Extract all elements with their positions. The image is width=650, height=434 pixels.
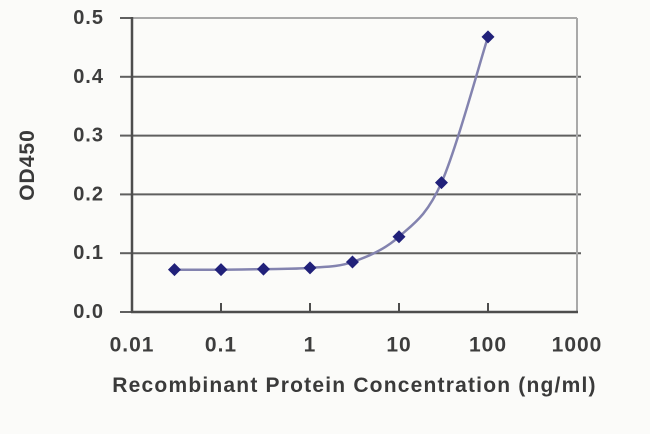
series-marker-diamond [256, 262, 270, 276]
series-marker-diamond [303, 261, 317, 275]
series-line [174, 36, 490, 271]
y-tick-label: 0.0 [73, 301, 104, 323]
y-tick-label: 0.2 [73, 183, 104, 205]
y-tick-label: 0.5 [73, 7, 104, 29]
y-tick-label: 0.1 [73, 242, 104, 264]
x-tick-label: 0.01 [110, 334, 155, 357]
y-tick-label: 0.3 [73, 125, 104, 147]
series-marker-diamond [167, 263, 181, 277]
series-marker-diamond [481, 30, 495, 44]
series-marker-diamond [214, 263, 228, 277]
series-marker-diamond [392, 230, 406, 244]
x-tick-label: 1000 [552, 334, 603, 357]
x-tick-label: 10 [386, 334, 411, 357]
y-axis-title: OD450 [16, 129, 39, 201]
series-marker-diamond [345, 255, 359, 269]
x-tick-label: 1 [304, 334, 317, 357]
x-tick-label: 0.1 [205, 334, 237, 357]
series-marker-diamond [434, 176, 448, 190]
y-tick-label: 0.4 [73, 66, 104, 88]
x-tick-label: 100 [469, 334, 507, 357]
x-axis-title: Recombinant Protein Concentration (ng/ml… [112, 374, 597, 397]
